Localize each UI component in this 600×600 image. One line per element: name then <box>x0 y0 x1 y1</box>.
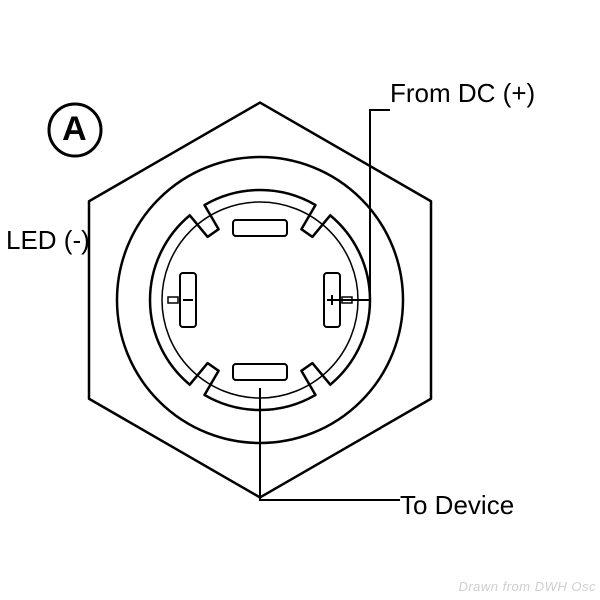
terminal-left-nub <box>168 297 178 303</box>
terminal-bottom <box>233 364 287 380</box>
diagram-canvas: A From DC (+) To Device LED (-) Drawn fr… <box>0 0 600 600</box>
leader-from-dc <box>332 110 390 300</box>
watermark-text: Drawn from DWH Osc <box>458 579 596 594</box>
label-led-minus: LED (-) <box>6 225 90 256</box>
label-from-dc-plus: From DC (+) <box>390 78 535 109</box>
label-to-device: To Device <box>400 490 514 521</box>
variant-letter: A <box>62 110 87 149</box>
terminal-top <box>233 220 287 236</box>
leader-to-device <box>260 388 400 500</box>
